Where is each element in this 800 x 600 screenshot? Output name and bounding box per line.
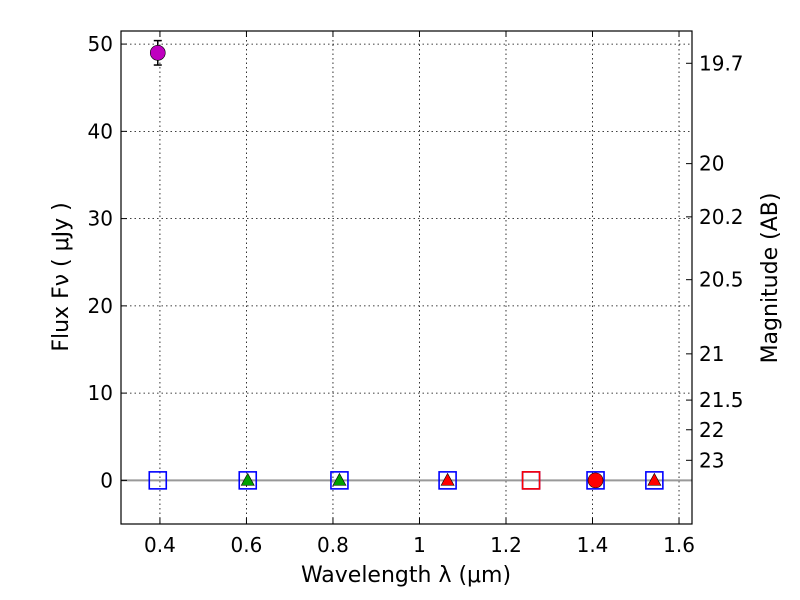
- data-point-square: [438, 471, 457, 490]
- y-tick-label: 40: [88, 119, 113, 143]
- x-tick-label: 1: [413, 533, 426, 557]
- data-point-circle: [149, 45, 166, 61]
- data-point-triangle: [240, 472, 255, 486]
- grid: [121, 31, 692, 524]
- x-axis-label: Wavelength λ (μm): [301, 563, 511, 588]
- data-point-square: [238, 471, 258, 490]
- y-tick-label: 0: [100, 468, 113, 492]
- x-tick-label: 1.6: [663, 533, 695, 557]
- axis-ticks: 0.4 0.6 0.8 1 1.2 1.4 1.6 0 10 20 30 40 50 19.7 20 20.2…: [88, 31, 744, 557]
- y2-tick-label: 20: [699, 152, 724, 176]
- y-axis-label: Flux Fν ( μJy ): [49, 202, 74, 351]
- data-point-square: [521, 471, 541, 490]
- plot-frame: [120, 30, 693, 525]
- y-tick-label: 30: [88, 207, 113, 231]
- y2-tick-label: 22: [699, 418, 724, 442]
- y-tick-label: 10: [88, 381, 113, 405]
- x-tick-label: 0.4: [144, 533, 176, 557]
- y-tick-label: 20: [88, 294, 113, 318]
- data-point-square: [330, 471, 349, 490]
- data-marks: [148, 39, 664, 490]
- data-point-triangle: [440, 472, 455, 486]
- y-tick-label: 50: [88, 32, 113, 56]
- y2-axis-label: Magnitude (AB): [758, 193, 783, 364]
- y2-tick-label: 19.7: [699, 51, 744, 75]
- x-tick-label: 0.6: [231, 533, 263, 557]
- x-tick-label: 1.4: [577, 533, 609, 557]
- y2-tick-label: 21.5: [699, 388, 744, 412]
- y2-tick-label: 23: [699, 448, 724, 472]
- x-tick-label: 1.2: [490, 533, 522, 557]
- y2-tick-label: 20.5: [699, 268, 744, 292]
- data-point-triangle: [647, 472, 662, 486]
- data-point-square: [586, 471, 605, 490]
- data-point-square: [148, 471, 168, 490]
- data-point-triangle: [332, 472, 347, 486]
- y2-tick-label: 21: [699, 342, 724, 366]
- x-tick-label: 0.8: [317, 533, 349, 557]
- data-point-square: [645, 471, 664, 490]
- y2-tick-label: 20.2: [699, 205, 744, 229]
- data-point-circle: [587, 472, 604, 489]
